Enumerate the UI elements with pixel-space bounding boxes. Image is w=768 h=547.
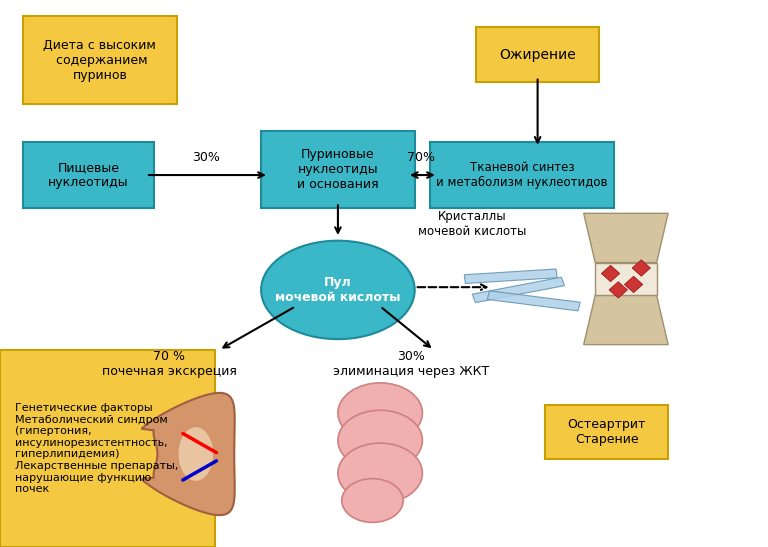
Text: 70 %
почечная экскреция: 70 % почечная экскреция [101, 350, 237, 377]
Polygon shape [488, 291, 580, 311]
Polygon shape [632, 260, 650, 276]
FancyBboxPatch shape [261, 131, 415, 208]
Polygon shape [141, 393, 235, 515]
Polygon shape [179, 427, 213, 481]
Circle shape [338, 383, 422, 443]
Text: Пул
мочевой кислоты: Пул мочевой кислоты [275, 276, 401, 304]
Text: Остеартрит
Старение: Остеартрит Старение [568, 418, 646, 446]
Text: Диета с высоким
 содержанием
пуринов: Диета с высоким содержанием пуринов [44, 39, 156, 82]
FancyBboxPatch shape [476, 27, 599, 82]
FancyBboxPatch shape [430, 142, 614, 208]
Polygon shape [584, 295, 668, 345]
FancyBboxPatch shape [0, 350, 215, 547]
Polygon shape [601, 265, 620, 282]
Ellipse shape [261, 241, 415, 339]
Polygon shape [624, 276, 643, 293]
Polygon shape [609, 282, 627, 298]
Circle shape [338, 410, 422, 470]
Text: Генетические факторы
Метаболический синдром
(гипертония,
инсулинорезистентность,: Генетические факторы Метаболический синд… [15, 403, 179, 494]
Text: Пуриновые
нуклеотиды
и основания: Пуриновые нуклеотиды и основания [297, 148, 379, 191]
Circle shape [338, 443, 422, 503]
FancyBboxPatch shape [23, 142, 154, 208]
Text: 30%
элиминация через ЖКТ: 30% элиминация через ЖКТ [333, 350, 489, 377]
Text: Пищевые
нуклеотиды: Пищевые нуклеотиды [48, 161, 128, 189]
Text: Тканевой синтез
и метаболизм нуклеотидов: Тканевой синтез и метаболизм нуклеотидов [436, 161, 608, 189]
Polygon shape [595, 263, 657, 295]
Circle shape [342, 479, 403, 522]
Text: Кристаллы
мочевой кислоты: Кристаллы мочевой кислоты [418, 210, 527, 238]
FancyBboxPatch shape [23, 16, 177, 104]
Text: 70%: 70% [407, 152, 435, 164]
Text: 30%: 30% [192, 152, 220, 164]
Polygon shape [584, 213, 668, 263]
Polygon shape [465, 269, 557, 283]
Polygon shape [472, 277, 564, 302]
Text: Ожирение: Ожирение [499, 48, 576, 62]
FancyBboxPatch shape [545, 405, 668, 459]
